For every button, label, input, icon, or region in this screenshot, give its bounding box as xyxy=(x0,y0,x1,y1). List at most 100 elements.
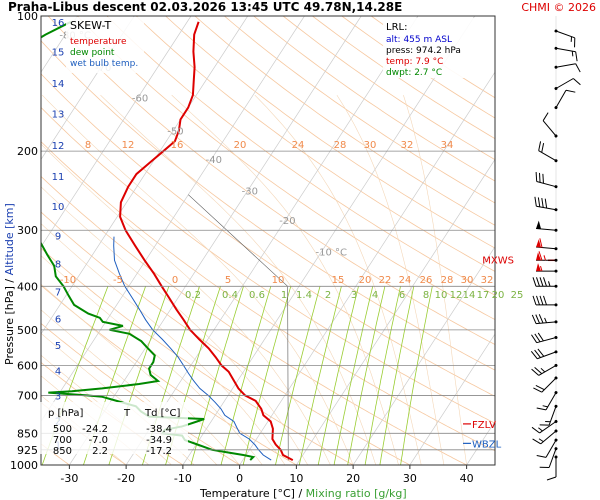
wind-barb xyxy=(542,112,558,138)
lrl-heading: LRL: xyxy=(386,22,407,33)
x-tick-label: 10 xyxy=(289,472,303,485)
x-tick-label: 20 xyxy=(346,472,360,485)
table-cell: 700 xyxy=(53,435,72,446)
marker-label-wbzl: WBZL xyxy=(472,439,502,450)
theta-label: 16 xyxy=(171,140,184,151)
pressure-tick-label: 850 xyxy=(17,427,38,440)
wind-barb xyxy=(536,251,558,262)
moist-adiabat xyxy=(336,94,445,465)
lrl-line: press: 974.2 hPa xyxy=(386,46,461,56)
wind-barb xyxy=(530,348,558,360)
altitude-tick-label: 15 xyxy=(52,48,65,59)
altitude-tick-label: 7 xyxy=(55,288,61,299)
mixing-ratio-label: 2 xyxy=(325,290,331,301)
pressure-tick-label: 400 xyxy=(17,280,38,293)
legend-heading: SKEW-T xyxy=(70,19,112,32)
data-table-box xyxy=(40,402,188,454)
isotherm xyxy=(466,420,495,465)
isotherm xyxy=(352,246,495,465)
legend-item: dew point xyxy=(70,48,115,58)
mixing-ratio-label: 1.4 xyxy=(296,290,312,301)
wind-barb xyxy=(539,404,558,426)
wind-barb xyxy=(536,263,558,273)
dry-adiabat xyxy=(47,16,495,345)
theta-label: 26 xyxy=(420,275,433,286)
theta-label: 0 xyxy=(172,275,178,286)
wind-barb xyxy=(554,89,576,110)
moist-adiabat xyxy=(41,143,331,465)
altitude-tick-label: 8 xyxy=(55,260,61,271)
wind-barb xyxy=(533,376,558,393)
moist-adiabat xyxy=(41,223,286,465)
dry-adiabat xyxy=(41,106,495,424)
theta-label: 28 xyxy=(334,140,347,151)
moist-adiabat xyxy=(100,94,377,465)
wind-barb xyxy=(554,63,581,73)
x-tick-label: 40 xyxy=(460,472,474,485)
altitude-tick-label: 9 xyxy=(55,231,61,242)
theta-label: 30 xyxy=(461,275,474,286)
theta-label: 28 xyxy=(441,275,454,286)
theta-label: 24 xyxy=(292,140,305,151)
wind-barb xyxy=(531,314,558,325)
mixing-ratio-label: 0.6 xyxy=(249,290,265,301)
wind-barb xyxy=(532,429,558,445)
theta-label: 20 xyxy=(359,275,372,286)
isotherm xyxy=(523,16,600,465)
mixing-ratio-label: 0.2 xyxy=(185,290,201,301)
dry-adiabat xyxy=(194,16,495,226)
isotherm xyxy=(41,16,135,161)
mixing-ratio-label: 8 xyxy=(423,290,429,301)
wind-barb xyxy=(532,295,558,307)
wind-barb xyxy=(536,238,558,251)
dry-adiabat xyxy=(106,16,495,296)
mixing-ratio-label: 17 xyxy=(477,290,490,301)
mixing-ratio-line xyxy=(242,286,292,465)
dry-adiabat xyxy=(41,247,354,465)
dry-adiabat xyxy=(76,16,495,321)
dry-adiabat xyxy=(135,16,495,272)
x-axis-title: Temperature [°C] / Mixing ratio [g/kg] xyxy=(199,487,407,500)
altitude-tick-label: 10 xyxy=(52,202,65,213)
x-tick-label: -30 xyxy=(60,472,78,485)
pressure-tick-label: 925 xyxy=(17,444,38,457)
moist-adiabat xyxy=(403,95,467,465)
isotherm-label: -30 xyxy=(242,187,258,198)
isotherm xyxy=(182,16,476,465)
theta-label: 32 xyxy=(401,140,414,151)
mixing-ratio-label: 3 xyxy=(351,290,357,301)
theta-label: 15 xyxy=(332,275,345,286)
table-cell: 500 xyxy=(53,424,72,435)
altitude-tick-label: 13 xyxy=(52,110,65,121)
isotherm-label: -50 xyxy=(167,127,183,138)
pressure-tick-label: 300 xyxy=(17,224,38,237)
page-title: Praha-Libus descent 02.03.2026 13:45 UTC… xyxy=(8,0,402,14)
x-tick-label: 30 xyxy=(403,472,417,485)
altitude-tick-label: 6 xyxy=(55,315,61,326)
mixing-ratio-line xyxy=(220,286,272,465)
mixing-ratio-line xyxy=(298,286,342,465)
theta-label: 8 xyxy=(85,140,91,151)
table-header: p [hPa] xyxy=(48,408,83,419)
isotherm-label: -40 xyxy=(206,155,222,166)
mixing-ratio-label: 14 xyxy=(463,290,476,301)
theta-label: 5 xyxy=(225,275,231,286)
moist-adiabat xyxy=(41,186,308,465)
legend-item: wet bulb temp. xyxy=(70,59,138,69)
pressure-tick-label: 500 xyxy=(17,324,38,337)
lrl-line: alt: 455 m ASL xyxy=(386,35,452,45)
isotherm xyxy=(409,333,495,465)
legend-box xyxy=(66,17,144,73)
wind-barb xyxy=(536,391,558,411)
pressure-tick-label: 1000 xyxy=(10,459,38,472)
moist-adiabat xyxy=(41,283,240,465)
altitude-tick-label: 12 xyxy=(52,141,65,152)
table-cell: 2.2 xyxy=(92,446,108,457)
table-cell: -17.2 xyxy=(146,446,172,457)
theta-label: 22 xyxy=(379,275,392,286)
series-line-temperature xyxy=(119,21,294,461)
isotherm xyxy=(69,16,362,465)
wind-barb xyxy=(536,220,558,232)
moist-adiabat xyxy=(171,94,399,465)
wind-barb xyxy=(554,29,576,48)
